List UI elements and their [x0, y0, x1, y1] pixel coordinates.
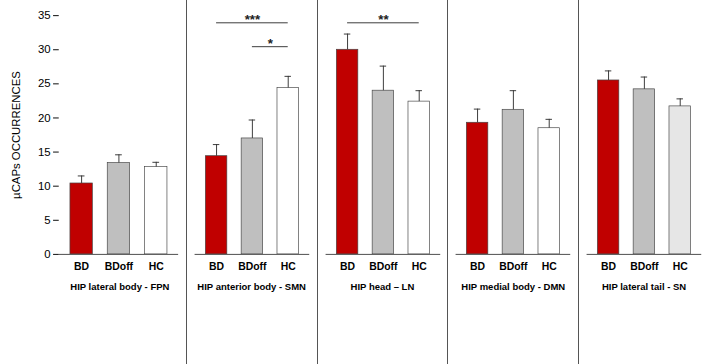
svg-text:BDoff: BDoff — [369, 261, 398, 272]
html-text:HIP medial body - DMN: HIP medial body - DMN — [461, 280, 566, 292]
html-text:HIP lateral body - FPN: HIP lateral body - FPN — [70, 280, 170, 292]
html-text:HIP head – LN: HIP head – LN — [350, 280, 415, 292]
svg-text:35: 35 — [38, 9, 51, 21]
svg-text:5: 5 — [44, 214, 50, 226]
svg-text:HC: HC — [149, 261, 165, 272]
svg-text:BDoff: BDoff — [500, 261, 529, 272]
html-text:HIP anterior body - SMN: HIP anterior body - SMN — [197, 280, 306, 292]
svg-text:**: ** — [378, 12, 389, 27]
svg-text:BD: BD — [601, 261, 617, 272]
svg-text:15: 15 — [38, 146, 51, 158]
svg-text:25: 25 — [38, 77, 51, 89]
svg-text:HC: HC — [673, 261, 689, 272]
svg-text:BD: BD — [209, 261, 225, 272]
svg-text:BD: BD — [470, 261, 486, 272]
svg-text:HC: HC — [280, 261, 296, 272]
svg-text:HC: HC — [542, 261, 558, 272]
svg-text:µCAPs OCCURRENCES: µCAPs OCCURRENCES — [10, 71, 22, 199]
svg-text:BDoff: BDoff — [105, 261, 134, 272]
svg-text:BD: BD — [74, 261, 90, 272]
svg-text:BD: BD — [340, 261, 356, 272]
svg-text:30: 30 — [38, 43, 51, 55]
svg-text:0: 0 — [44, 248, 50, 260]
svg-text:BDoff: BDoff — [238, 261, 267, 272]
svg-text:*: * — [267, 36, 273, 51]
svg-text:10: 10 — [38, 180, 51, 192]
svg-text:BDoff: BDoff — [630, 261, 659, 272]
svg-text:HC: HC — [411, 261, 427, 272]
svg-text:20: 20 — [38, 112, 51, 124]
svg-text:***: *** — [244, 12, 260, 27]
html-text:HIP lateral tail - SN: HIP lateral tail - SN — [601, 280, 687, 292]
